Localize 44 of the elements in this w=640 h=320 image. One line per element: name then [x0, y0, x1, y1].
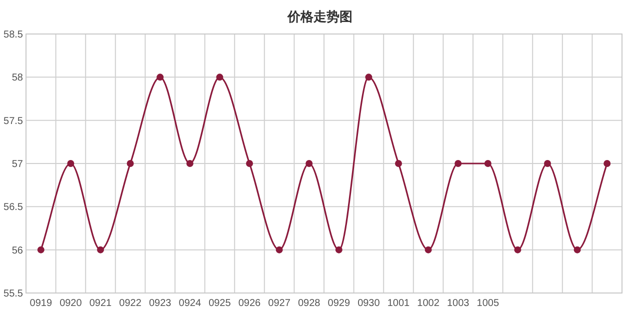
point	[514, 246, 522, 254]
point	[365, 74, 372, 81]
point	[306, 160, 313, 167]
point	[216, 74, 224, 81]
y-tick-label: 57.5	[4, 116, 24, 127]
point	[335, 246, 342, 254]
point	[395, 160, 402, 167]
y-tick-label: 57	[12, 159, 24, 170]
point	[67, 160, 74, 167]
x-tick-label: 0919	[30, 298, 52, 309]
point	[37, 246, 44, 254]
point	[276, 246, 283, 254]
x-tick-label: 0930	[358, 298, 380, 309]
x-tick-label: 0922	[119, 298, 142, 309]
y-tick-label: 55.5	[4, 288, 24, 300]
point	[454, 160, 462, 167]
y-tick-label: 58.5	[4, 30, 24, 40]
x-tick-label: 0923	[148, 298, 172, 309]
y-tick-label: 58	[12, 72, 24, 84]
point	[604, 160, 611, 167]
y-tick-label: 56	[12, 245, 24, 256]
point	[544, 160, 551, 167]
x-tick-label: 0929	[328, 298, 350, 309]
x-tick-label: 0924	[178, 298, 202, 309]
x-tick-label: 1001	[387, 298, 410, 309]
x-tick-label: 1005	[476, 298, 500, 309]
point	[424, 246, 432, 254]
point	[574, 246, 581, 254]
x-tick-label: 0925	[208, 298, 232, 309]
x-tick-label: 0920	[60, 298, 82, 309]
x-tick-label: 0921	[89, 298, 112, 309]
point	[246, 160, 253, 167]
x-tick-label: 0927	[268, 298, 291, 309]
point	[97, 246, 104, 254]
point	[484, 160, 492, 167]
point	[186, 160, 194, 167]
y-tick-label: 56.5	[4, 202, 24, 214]
x-tick-label: 1003	[446, 298, 470, 309]
chart-title: 价格走势图	[286, 9, 352, 24]
point	[156, 74, 164, 81]
point	[126, 160, 134, 167]
x-tick-label: 0926	[238, 298, 262, 309]
x-tick-label: 0928	[298, 298, 321, 309]
x-tick-label: 1002	[417, 298, 440, 309]
